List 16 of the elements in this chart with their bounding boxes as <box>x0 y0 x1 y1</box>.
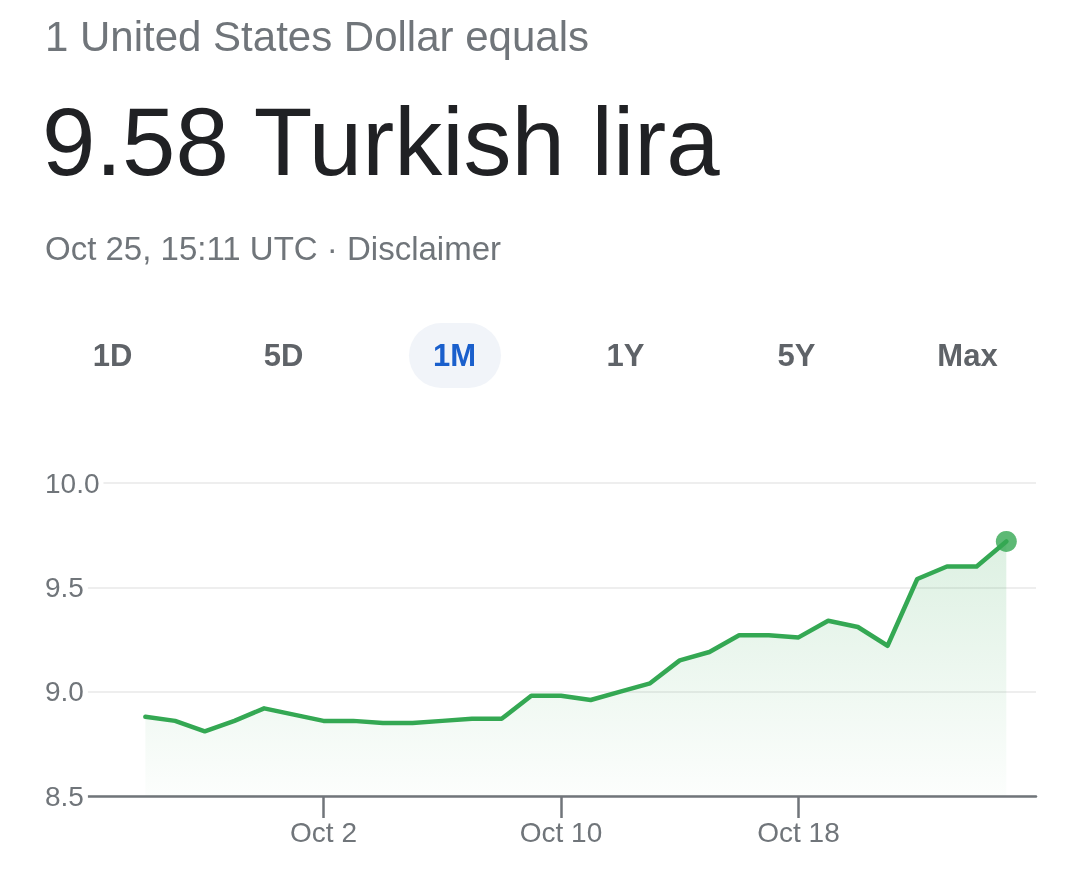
y-tick-label: 10.0 <box>45 467 100 499</box>
y-tick-label: 9.0 <box>45 676 84 708</box>
x-tick-label: Oct 18 <box>757 816 840 848</box>
y-tick-label: 9.5 <box>45 571 84 603</box>
x-tick-label: Oct 2 <box>290 816 357 848</box>
range-tab[interactable]: 5Y <box>750 323 843 388</box>
x-tick-label: Oct 10 <box>519 816 603 848</box>
range-tab[interactable]: 1M <box>408 323 501 388</box>
range-tab[interactable]: Max <box>921 323 1014 388</box>
range-tab[interactable]: 5D <box>237 323 330 388</box>
y-tick-label: 8.5 <box>45 780 84 812</box>
text: Oct 25, 15:11 UTC · Disclaimer <box>45 230 502 267</box>
range-tab[interactable]: 1Y <box>579 323 672 388</box>
chart-title: 9.58 Turkish lira <box>42 88 720 195</box>
range-tab[interactable]: 1D <box>66 323 159 388</box>
chart-subtitle: 1 United States Dollar equals <box>45 13 589 60</box>
